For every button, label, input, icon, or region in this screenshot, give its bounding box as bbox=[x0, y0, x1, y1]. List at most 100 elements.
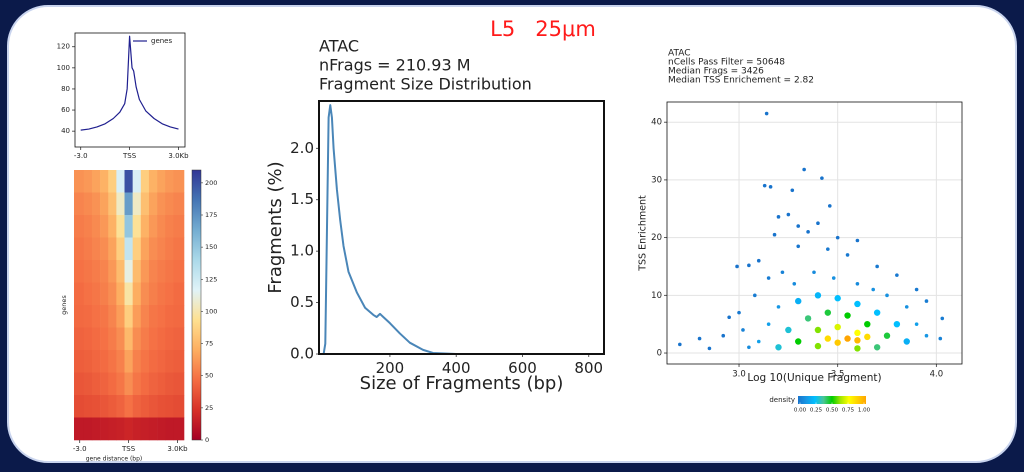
scatter-point bbox=[747, 263, 751, 268]
heatmap-cell bbox=[124, 170, 133, 193]
heatmap-cell bbox=[157, 192, 166, 216]
heatmap-cell bbox=[91, 282, 101, 306]
heatmap-cell bbox=[157, 237, 166, 261]
colorbar bbox=[798, 396, 866, 404]
scatter-point bbox=[873, 309, 881, 316]
scatter-point bbox=[766, 322, 771, 326]
heatmap-cell bbox=[116, 282, 125, 306]
colorbar-tick-label: 0 bbox=[205, 436, 209, 444]
heatmap-cell bbox=[173, 282, 185, 306]
scatter-point bbox=[854, 300, 861, 308]
heatmap-cell bbox=[100, 192, 109, 216]
heatmap-cell bbox=[116, 260, 125, 283]
heatmap-cell bbox=[165, 237, 174, 261]
heatmap-cell bbox=[108, 327, 117, 351]
heatmap-cell bbox=[173, 170, 185, 193]
scatter-point bbox=[854, 337, 861, 344]
heatmap-cell bbox=[91, 192, 101, 216]
heatmap-cell bbox=[165, 327, 174, 351]
y-tick-label: 20 bbox=[651, 233, 662, 243]
heatmap-cell bbox=[173, 417, 185, 441]
heatmap-cell bbox=[140, 237, 150, 261]
heatmap-cell bbox=[74, 237, 85, 261]
heatmap-cell bbox=[83, 350, 93, 373]
heatmap-cell bbox=[157, 215, 166, 238]
heatmap-cell bbox=[83, 215, 93, 238]
scatter-point bbox=[855, 238, 860, 243]
heatmap-cell bbox=[157, 417, 166, 441]
heatmap-cell bbox=[100, 395, 109, 418]
heatmap-cell bbox=[100, 237, 109, 261]
heatmap-cell bbox=[74, 395, 85, 418]
y-tick-label: 40 bbox=[651, 118, 662, 128]
heatmap-cell bbox=[157, 372, 166, 396]
scatter-point bbox=[814, 342, 822, 350]
heatmap-cell bbox=[124, 215, 133, 238]
heatmap-cell bbox=[140, 305, 150, 328]
scatter-point bbox=[834, 339, 841, 346]
heatmap-cell bbox=[140, 350, 150, 373]
heatmap-cell bbox=[132, 350, 142, 373]
heatmap-cell bbox=[100, 327, 109, 351]
heatmap-cell bbox=[108, 305, 117, 328]
y-tick-label: 120 bbox=[57, 43, 70, 51]
heatmap-cell bbox=[116, 305, 125, 328]
x-tick-label: 800 bbox=[574, 359, 603, 377]
colorbar-tick-label: 75 bbox=[205, 340, 213, 348]
chart-title: Fragment Size Distribution bbox=[319, 75, 532, 94]
colorbar-tick-label: 175 bbox=[205, 211, 217, 219]
chart-title: ATAC bbox=[668, 49, 691, 59]
scatter-point bbox=[924, 333, 929, 338]
scatter-point bbox=[864, 333, 871, 341]
heatmap-cell bbox=[74, 170, 85, 193]
heatmap-cell bbox=[148, 215, 158, 238]
heatmap-cell bbox=[108, 192, 117, 216]
scatter-point bbox=[814, 326, 822, 334]
heatmap-cell bbox=[74, 215, 85, 238]
scatter-point bbox=[844, 335, 851, 342]
scatter-point bbox=[834, 295, 841, 302]
heatmap-cell bbox=[91, 372, 101, 396]
heatmap-cell bbox=[157, 170, 166, 193]
x-tick-label: -3.0 bbox=[73, 445, 87, 453]
heatmap-cell bbox=[124, 237, 133, 261]
heatmap-cell bbox=[91, 395, 101, 418]
heatmap-cell bbox=[116, 350, 125, 373]
heatmap-cell bbox=[116, 237, 125, 261]
x-tick-label: 400 bbox=[442, 359, 471, 377]
scatter-point bbox=[766, 276, 771, 280]
scatter-point bbox=[764, 111, 769, 116]
heatmap-cell bbox=[74, 350, 85, 373]
scatter-point bbox=[824, 335, 832, 342]
heatmap-cell bbox=[140, 170, 150, 193]
heatmap-cell bbox=[157, 350, 166, 373]
heatmap-cell bbox=[132, 305, 142, 328]
heatmap-cell bbox=[132, 417, 142, 441]
scatter-point bbox=[831, 276, 836, 280]
scatter-point bbox=[792, 281, 797, 286]
heatmap-cell bbox=[165, 350, 174, 373]
x-tick-label: 200 bbox=[376, 359, 405, 377]
heatmap-cell bbox=[100, 305, 109, 328]
heatmap-cell bbox=[173, 215, 185, 238]
colorbar-tick-label: 125 bbox=[205, 275, 217, 283]
heatmap-cell bbox=[100, 350, 109, 373]
heatmap-cell bbox=[100, 372, 109, 396]
x-tick-label: 3.0 bbox=[732, 369, 746, 379]
scatter-point bbox=[780, 270, 785, 275]
heatmap-cell bbox=[74, 327, 85, 351]
heatmap-cell bbox=[165, 282, 174, 306]
heatmap-cell bbox=[157, 260, 166, 283]
scatter-point bbox=[768, 185, 773, 189]
heatmap-cell bbox=[132, 170, 142, 193]
scatter-point bbox=[795, 338, 802, 345]
heatmap-cell bbox=[173, 350, 185, 373]
heatmap-cell bbox=[132, 282, 142, 306]
scatter-point bbox=[741, 328, 745, 332]
scatter-point bbox=[806, 230, 810, 234]
x-tick-label: -3.0 bbox=[74, 152, 88, 160]
heatmap-cell bbox=[165, 305, 174, 328]
colorbar-tick-label: 0.75 bbox=[842, 408, 855, 414]
scatter-point bbox=[854, 329, 861, 337]
heatmap-cell bbox=[173, 260, 185, 283]
